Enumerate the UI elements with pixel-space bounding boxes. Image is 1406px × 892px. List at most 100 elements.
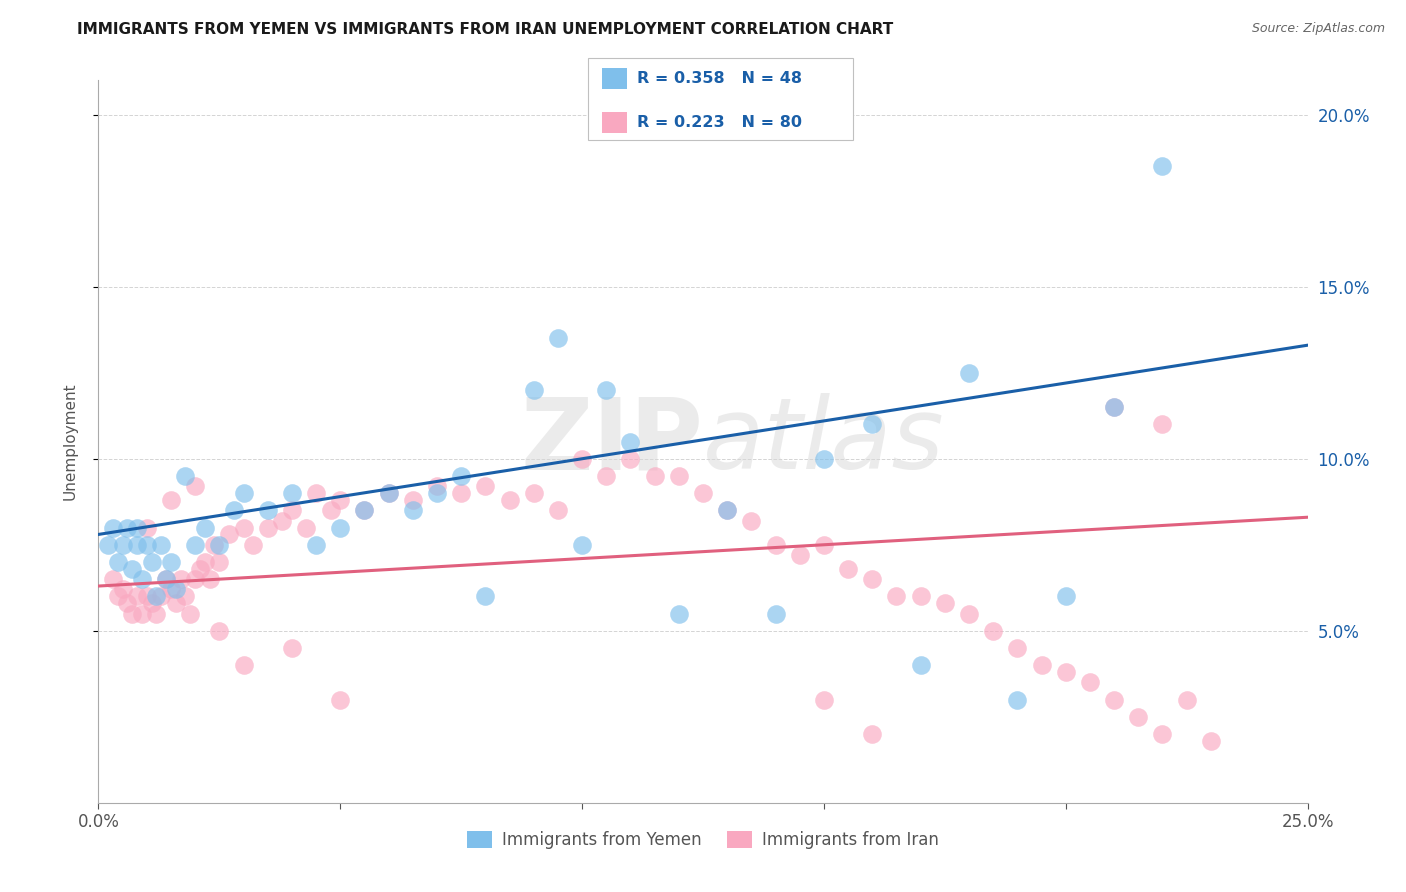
Point	[910, 590, 932, 604]
Point	[547, 503, 569, 517]
Point	[1199, 734, 1222, 748]
Point	[402, 493, 425, 508]
Point	[121, 607, 143, 621]
Point	[644, 469, 666, 483]
Point	[111, 538, 134, 552]
Point	[232, 486, 254, 500]
Point	[111, 582, 134, 597]
Point	[232, 658, 254, 673]
Point	[117, 520, 139, 534]
Point	[127, 520, 149, 534]
Point	[165, 582, 187, 597]
Point	[860, 417, 883, 432]
Point	[1031, 658, 1053, 673]
Point	[179, 607, 201, 621]
Text: ZIP: ZIP	[520, 393, 703, 490]
Point	[716, 503, 738, 517]
Point	[426, 486, 449, 500]
Point	[860, 727, 883, 741]
Point	[141, 555, 163, 569]
Point	[595, 469, 617, 483]
Point	[402, 503, 425, 517]
Point	[281, 486, 304, 500]
Point	[547, 331, 569, 345]
Point	[222, 503, 245, 517]
Point	[353, 503, 375, 517]
Point	[198, 572, 221, 586]
Point	[135, 538, 157, 552]
Point	[184, 572, 207, 586]
Point	[692, 486, 714, 500]
Point	[184, 538, 207, 552]
Point	[305, 486, 328, 500]
Point	[498, 493, 520, 508]
Point	[256, 503, 278, 517]
Text: IMMIGRANTS FROM YEMEN VS IMMIGRANTS FROM IRAN UNEMPLOYMENT CORRELATION CHART: IMMIGRANTS FROM YEMEN VS IMMIGRANTS FROM…	[77, 22, 894, 37]
Point	[135, 520, 157, 534]
Point	[474, 479, 496, 493]
Legend: Immigrants from Yemen, Immigrants from Iran: Immigrants from Yemen, Immigrants from I…	[461, 824, 945, 856]
Point	[813, 538, 835, 552]
Point	[571, 451, 593, 466]
Point	[281, 503, 304, 517]
Point	[837, 562, 859, 576]
Point	[208, 624, 231, 638]
Point	[218, 527, 240, 541]
Point	[1152, 417, 1174, 432]
Point	[160, 582, 183, 597]
Point	[208, 555, 231, 569]
Point	[174, 469, 197, 483]
Point	[1078, 675, 1101, 690]
Point	[1152, 159, 1174, 173]
Point	[194, 520, 217, 534]
Point	[1102, 692, 1125, 706]
Point	[789, 548, 811, 562]
Point	[377, 486, 399, 500]
Point	[957, 366, 980, 380]
Point	[174, 590, 197, 604]
Point	[295, 520, 318, 534]
Point	[135, 590, 157, 604]
Point	[716, 503, 738, 517]
Point	[377, 486, 399, 500]
Point	[353, 503, 375, 517]
Point	[886, 590, 908, 604]
Point	[813, 692, 835, 706]
Point	[155, 572, 177, 586]
Text: atlas: atlas	[703, 393, 945, 490]
Point	[160, 493, 183, 508]
Point	[127, 590, 149, 604]
Point	[474, 590, 496, 604]
Point	[523, 486, 546, 500]
Point	[101, 572, 124, 586]
Point	[329, 692, 352, 706]
Point	[169, 572, 191, 586]
Point	[319, 503, 342, 517]
Point	[271, 514, 294, 528]
Point	[188, 562, 211, 576]
Point	[305, 538, 328, 552]
Point	[1102, 400, 1125, 414]
Point	[107, 555, 129, 569]
Point	[160, 555, 183, 569]
Point	[668, 469, 690, 483]
Point	[910, 658, 932, 673]
Point	[150, 538, 173, 552]
Point	[141, 596, 163, 610]
Point	[595, 383, 617, 397]
Point	[121, 562, 143, 576]
Point	[934, 596, 956, 610]
Point	[765, 607, 787, 621]
Point	[1152, 727, 1174, 741]
Point	[619, 434, 641, 449]
Point	[1054, 665, 1077, 679]
Point	[145, 590, 167, 604]
Text: Source: ZipAtlas.com: Source: ZipAtlas.com	[1251, 22, 1385, 36]
Point	[256, 520, 278, 534]
Point	[426, 479, 449, 493]
Point	[450, 469, 472, 483]
Point	[145, 607, 167, 621]
Point	[204, 538, 226, 552]
Point	[668, 607, 690, 621]
Point	[101, 520, 124, 534]
